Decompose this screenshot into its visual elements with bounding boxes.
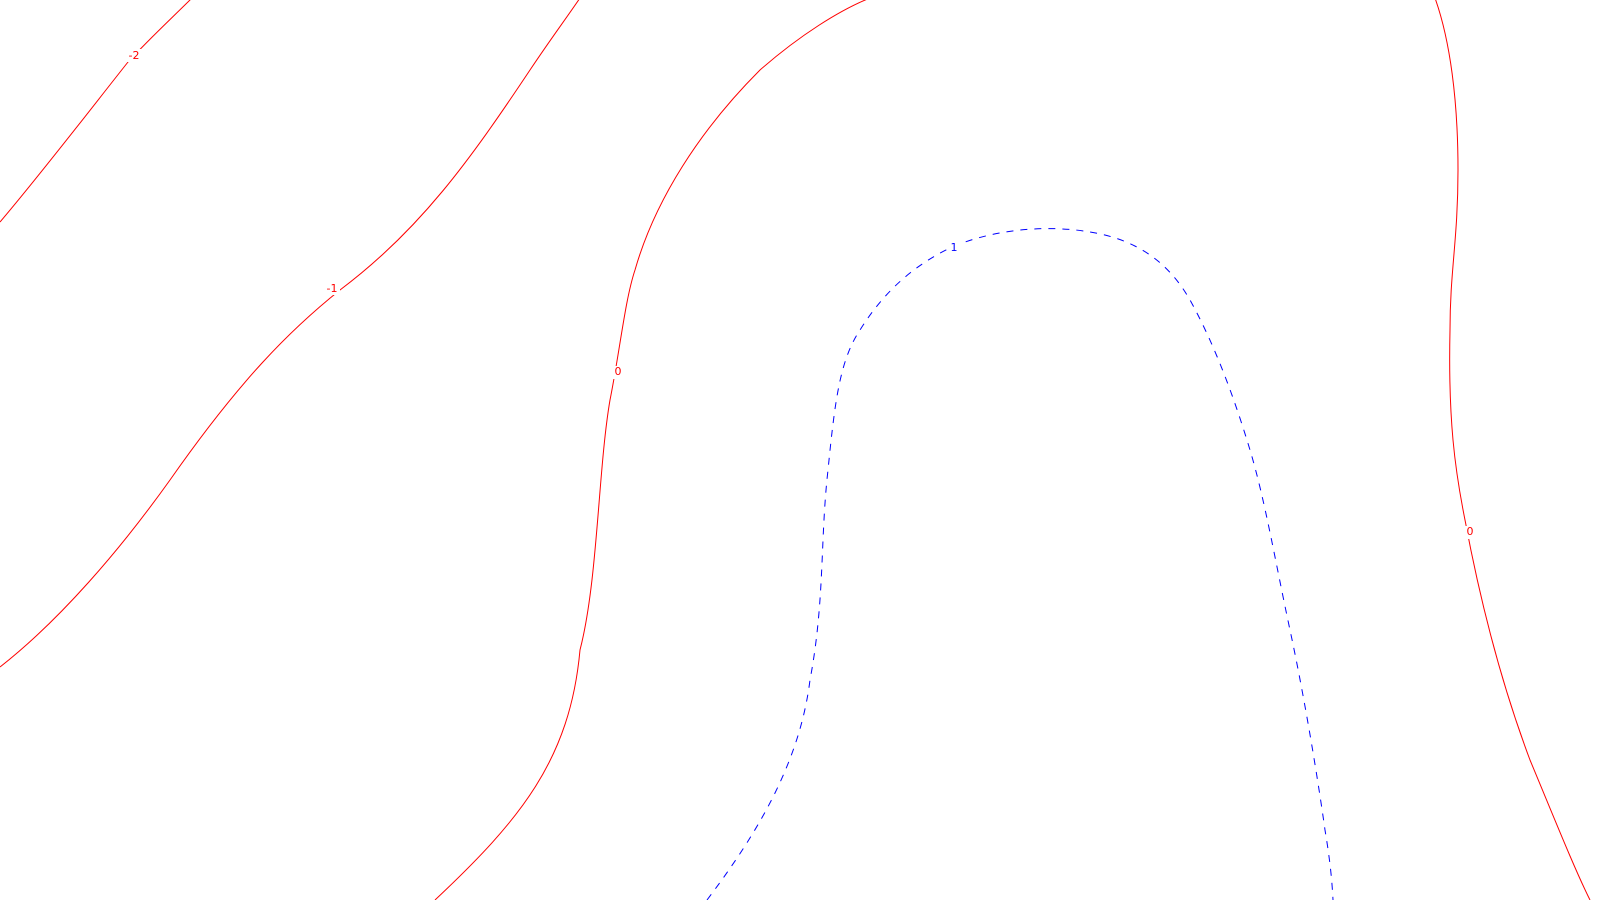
contour-label-one: 1	[951, 241, 958, 254]
contour-label-zero-left: 0	[615, 365, 622, 378]
contour-label-minus-two: -2	[129, 49, 140, 62]
contour-line-one	[706, 228, 1334, 900]
contour-line-zero-right	[1435, 0, 1591, 900]
contour-label-zero-right: 0	[1467, 525, 1474, 538]
contour-label-minus-one: -1	[327, 282, 338, 295]
contour-line-minus-two	[0, 0, 191, 223]
contour-line-zero-left	[434, 0, 867, 900]
contour-line-minus-one	[0, 0, 580, 668]
